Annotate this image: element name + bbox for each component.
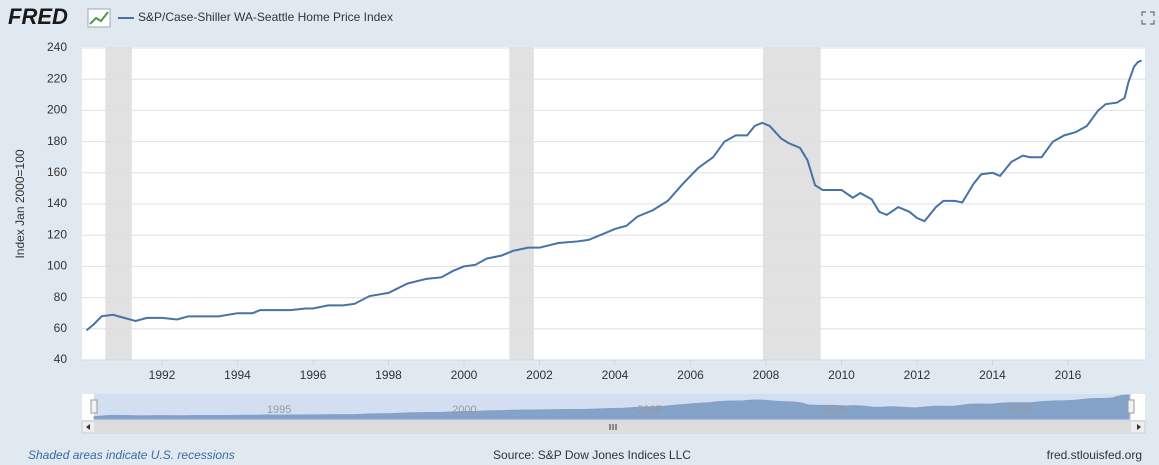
x-tick-label: 2002 [526,368,553,382]
x-tick-label: 2014 [979,368,1006,382]
y-axis-label: Index Jan 2000=100 [13,149,27,258]
x-tick-label: 2004 [602,368,629,382]
brand-icon [87,8,111,28]
series-line [85,59,1142,332]
x-tick-label: 1994 [224,368,251,382]
x-tick-label: 2008 [753,368,780,382]
navigator-handle[interactable] [90,399,98,414]
navigator-tick-label: 2000 [452,404,476,416]
site: fred.stlouisfed.org [1047,448,1142,462]
navigator-handle[interactable] [1127,399,1135,414]
y-tick-label: 60 [54,321,68,335]
navigator-tick-label: 1995 [267,404,291,416]
y-tick-label: 220 [47,71,67,85]
fullscreen-icon[interactable] [1141,11,1155,25]
source: Source: S&P Dow Jones Indices LLC [493,448,691,462]
x-tick-label: 2006 [677,368,704,382]
x-tick-label: 2000 [451,368,478,382]
y-tick-label: 240 [47,40,67,54]
y-tick-label: 200 [47,103,67,117]
y-tick-label: 160 [47,165,67,179]
brand: FRED [8,4,68,29]
recession-note: Shaded areas indicate U.S. recessions [28,448,235,462]
navigator-area [93,394,1130,420]
navigator-tick-label: 2015 [1008,404,1032,416]
x-tick-label: 1992 [149,368,176,382]
x-tick-label: 1996 [300,368,327,382]
y-tick-label: 100 [47,259,67,273]
y-tick-label: 180 [47,134,67,148]
scrollbar[interactable] [81,420,1146,434]
x-tick-label: 2010 [828,368,855,382]
x-tick-label: 1998 [375,368,402,382]
legend-entry: S&P/Case-Shiller WA-Seattle Home Price I… [138,10,393,24]
x-tick-label: 2016 [1055,368,1082,382]
y-tick-label: 140 [47,196,67,210]
navigator-tick-label: 2010 [822,404,846,416]
y-tick-label: 40 [54,352,68,366]
x-tick-label: 2012 [904,368,931,382]
navigator-tick-label: 2005 [637,404,661,416]
y-tick-label: 80 [54,290,68,304]
y-tick-label: 120 [47,227,67,241]
